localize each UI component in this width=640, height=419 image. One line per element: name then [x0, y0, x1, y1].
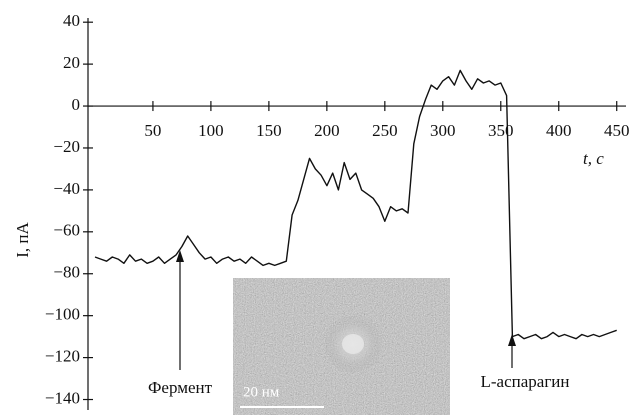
y-tick-label: −80: [53, 263, 80, 282]
y-tick-label: −100: [45, 305, 80, 324]
x-tick-label: 250: [372, 121, 398, 140]
x-axis-label: t, с: [583, 149, 604, 168]
x-tick-label: 350: [488, 121, 514, 140]
arrows: [176, 250, 516, 370]
x-tick-label: 300: [430, 121, 456, 140]
y-tick-label: −140: [45, 388, 80, 407]
scale-label: 20 нм: [243, 384, 280, 400]
annotation: L-аспарагин: [481, 372, 570, 391]
y-tick-label: 20: [63, 53, 80, 72]
data-line: [94, 69, 617, 340]
y-tick-label: 40: [63, 11, 80, 30]
inset-image: 20 нм: [233, 278, 450, 415]
x-tick-label: 400: [546, 121, 572, 140]
y-tick-label: −40: [53, 179, 80, 198]
y-tick-label: −60: [53, 221, 80, 240]
y-tick-label: −120: [45, 346, 80, 365]
x-tick-label: 200: [314, 121, 340, 140]
y-axis-label: I, пА: [13, 222, 32, 258]
y-tick-label: 0: [72, 95, 81, 114]
x-tick-label: 150: [256, 121, 282, 140]
annotation: Фермент: [148, 378, 213, 397]
x-tick-label: 50: [144, 121, 161, 140]
x-tick-label: 450: [604, 121, 630, 140]
x-tick-label: 100: [198, 121, 224, 140]
y-tick-label: −20: [53, 137, 80, 156]
